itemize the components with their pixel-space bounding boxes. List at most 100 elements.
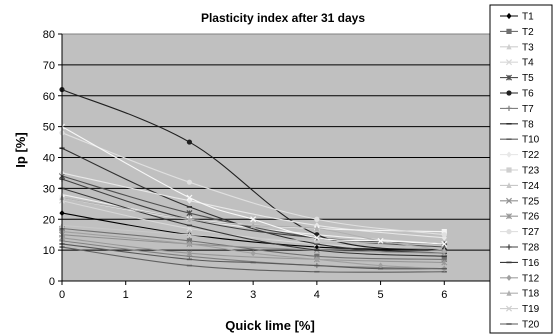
y-tick-label: 0 <box>49 276 55 288</box>
legend-label: T1 <box>522 12 534 23</box>
data-point <box>377 262 384 269</box>
x-tick-label: 1 <box>123 289 129 301</box>
data-point <box>186 179 193 185</box>
legend-marker <box>506 167 512 173</box>
legend-label: T23 <box>522 166 540 177</box>
series-group <box>58 86 448 273</box>
legend-label: T20 <box>522 320 540 331</box>
legend-label: T18 <box>522 289 540 300</box>
chart-title: Plasticity index after 31 days <box>201 11 365 25</box>
series-line <box>61 212 445 251</box>
data-point <box>314 237 320 244</box>
y-tick-label: 20 <box>43 214 55 226</box>
x-axis-label: Quick lime [%] <box>225 318 315 333</box>
data-point <box>186 225 193 232</box>
legend-label: T19 <box>522 304 540 315</box>
data-point <box>314 256 320 263</box>
legend-label: T6 <box>522 89 534 100</box>
legend-label: T27 <box>522 227 540 238</box>
series-line <box>61 246 445 273</box>
legend-label: T5 <box>522 73 534 84</box>
legend-item: T4 <box>500 58 534 69</box>
legend-item: T1 <box>500 12 534 23</box>
legend-marker <box>505 305 513 312</box>
series-line <box>61 224 445 245</box>
series-line <box>61 132 445 236</box>
y-tick-label: 60 <box>43 91 55 103</box>
legend-marker <box>506 229 512 235</box>
legend-label: T12 <box>522 273 540 284</box>
y-tick-label: 40 <box>43 153 55 165</box>
legend-label: T4 <box>522 58 534 69</box>
legend-marker <box>506 90 512 96</box>
legend-marker <box>505 197 513 204</box>
series-line <box>61 172 445 239</box>
data-point <box>186 250 193 257</box>
legend-item: T12 <box>500 273 540 284</box>
data-point <box>441 232 447 238</box>
data-point <box>186 139 193 145</box>
legend-label: T10 <box>522 135 540 146</box>
series-line <box>61 187 445 257</box>
legend-item: T18 <box>500 289 540 300</box>
legend-marker <box>505 59 513 66</box>
legend-item: T22 <box>500 150 540 161</box>
legend-item: T19 <box>500 304 540 315</box>
x-tick-label: 6 <box>441 289 447 301</box>
legend-marker <box>506 274 512 281</box>
legend-label: T16 <box>522 258 540 269</box>
data-point <box>250 216 257 223</box>
series-line <box>61 234 445 254</box>
legend-label: T7 <box>522 104 534 115</box>
axes: 0102030405060708001234567 <box>43 29 511 301</box>
legend-label: T25 <box>522 196 540 207</box>
legend-label: T8 <box>522 119 534 130</box>
legend-item: T26 <box>500 212 540 223</box>
legend-item: T27 <box>500 227 540 238</box>
legend-item: T20 <box>500 320 540 331</box>
legend-marker <box>506 105 512 111</box>
data-point <box>314 216 320 222</box>
legend-item: T6 <box>500 89 534 100</box>
series-line <box>61 147 445 254</box>
x-tick-label: 3 <box>250 289 256 301</box>
legend-label: T26 <box>522 212 540 223</box>
legend-label: T24 <box>522 181 540 192</box>
legend-item: T24 <box>500 181 540 192</box>
legend-label: T2 <box>522 27 534 38</box>
series-t26 <box>58 234 448 266</box>
data-point <box>186 240 193 248</box>
legend-marker <box>505 74 513 81</box>
legend-item: T16 <box>500 258 540 269</box>
data-point <box>186 194 193 201</box>
x-tick-label: 2 <box>186 289 192 301</box>
data-point <box>314 243 320 251</box>
y-tick-label: 30 <box>43 183 55 195</box>
x-tick-label: 0 <box>59 289 65 301</box>
legend-item: T25 <box>500 196 540 207</box>
data-point <box>186 210 193 217</box>
y-tick-label: 80 <box>43 29 55 41</box>
data-point <box>250 250 256 257</box>
series-t16 <box>59 187 447 258</box>
legend-item: T10 <box>500 135 540 146</box>
data-point <box>441 256 447 262</box>
legend-marker <box>506 182 512 188</box>
data-point <box>314 225 320 232</box>
legend-label: T3 <box>522 42 534 53</box>
series-t27 <box>59 130 447 238</box>
data-point <box>186 231 193 238</box>
legend-box <box>489 4 553 334</box>
data-point <box>186 216 193 222</box>
legend-item: T8 <box>500 119 534 130</box>
legend: T1 T2 T3 T4 T5 T6 T7 T8 T10 T22 T23 T24 T25 T26 T27 T28… <box>500 12 540 331</box>
legend-marker <box>506 290 512 296</box>
data-point <box>441 229 447 235</box>
legend-marker <box>505 213 513 220</box>
x-tick-label: 4 <box>314 289 320 301</box>
legend-item: T3 <box>500 42 534 53</box>
series-line <box>61 89 445 251</box>
legend-item: T23 <box>500 166 540 177</box>
series-line <box>61 237 445 264</box>
legend-label: T22 <box>522 150 540 161</box>
